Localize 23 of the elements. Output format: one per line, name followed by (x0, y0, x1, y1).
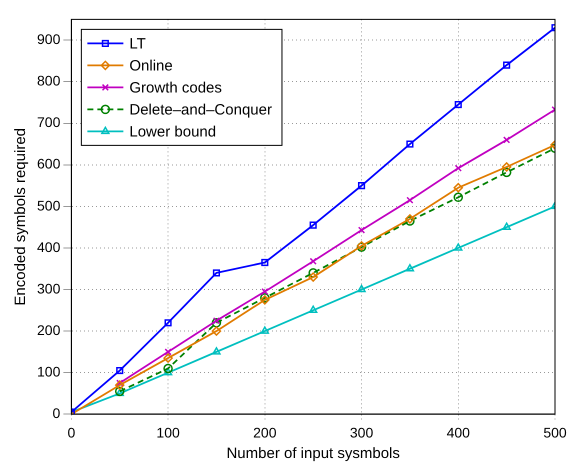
x-tick-label: 100 (156, 424, 180, 440)
legend-label: Delete–and–Conquer (129, 102, 272, 119)
y-tick-label: 600 (37, 156, 61, 172)
x-tick-label: 400 (446, 424, 470, 440)
y-tick-label: 300 (37, 280, 61, 296)
y-tick-label: 900 (37, 31, 61, 48)
legend-label: Growth codes (129, 80, 222, 97)
y-tick-label: 700 (37, 114, 61, 130)
y-tick-label: 0 (52, 405, 61, 422)
x-tick-label: 500 (543, 424, 567, 440)
y-tick-label: 100 (37, 364, 61, 380)
x-tick-label: 0 (67, 424, 76, 440)
x-tick-label: 200 (253, 424, 277, 440)
y-axis-title: Encoded symbols required (12, 128, 30, 306)
y-tick-label: 200 (37, 322, 61, 338)
x-axis-title: Number of input sysmbols (226, 445, 400, 462)
y-tick-label: 800 (37, 72, 61, 89)
legend-label: Online (129, 58, 173, 75)
y-tick-label: 500 (37, 197, 61, 214)
x-tick-label: 300 (350, 424, 374, 440)
y-tick-label: 400 (37, 238, 61, 255)
legend-label: LT (129, 36, 146, 53)
legend-label: Lower bound (129, 124, 216, 141)
